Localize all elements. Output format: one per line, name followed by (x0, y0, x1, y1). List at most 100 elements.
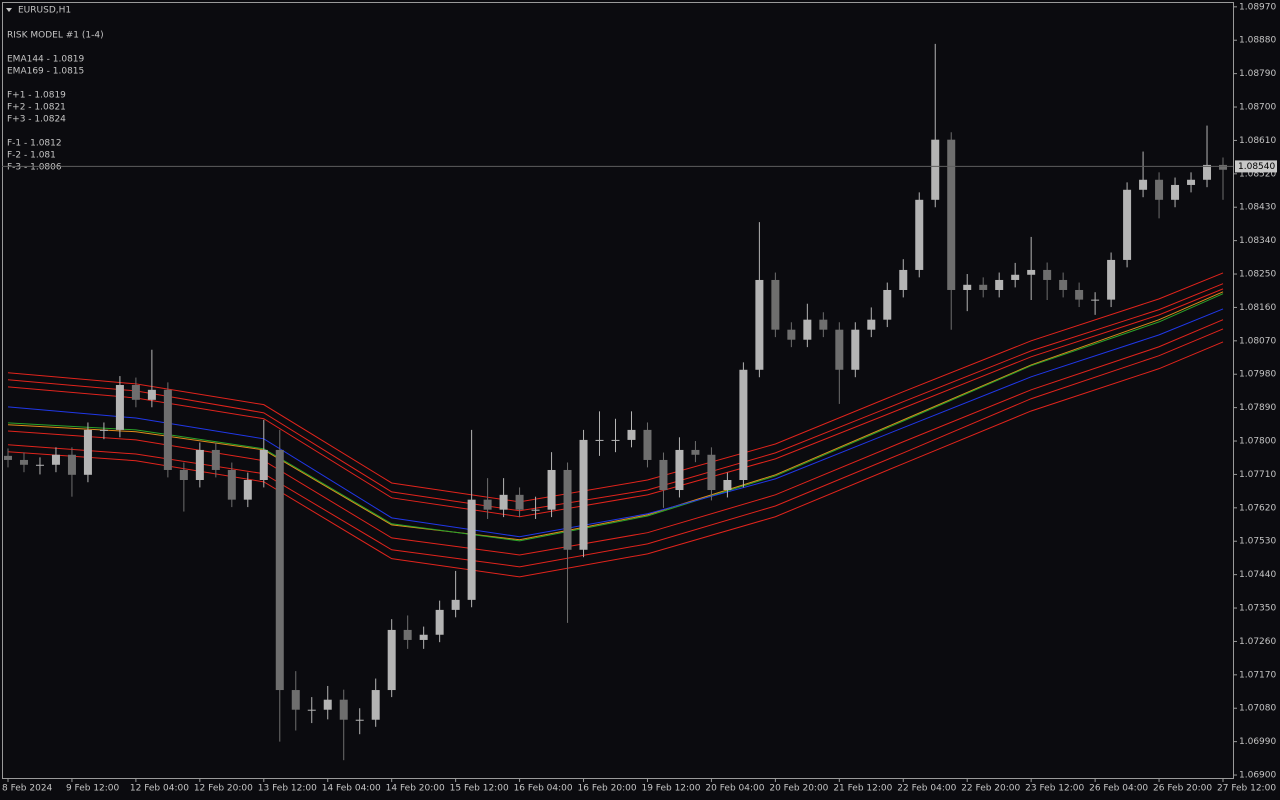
x-tick-label: 23 Feb 12:00 (1025, 784, 1084, 794)
x-tick-label: 26 Feb 20:00 (1153, 784, 1212, 794)
x-tick-label: 12 Feb 20:00 (194, 784, 253, 794)
y-tick-label: 1.08700 (1239, 103, 1276, 113)
x-tick-label: 8 Feb 2024 (2, 784, 53, 794)
candle-body (947, 139, 956, 290)
current-price-label: 1.08540 (1238, 162, 1275, 172)
y-tick-label: 1.07260 (1239, 637, 1276, 647)
candle-body (979, 284, 988, 290)
candle-body (531, 509, 540, 511)
indicator-line (7, 283, 1224, 512)
candle-body (179, 469, 188, 480)
x-tick-label: 13 Feb 12:00 (258, 784, 317, 794)
candle-body (771, 279, 780, 330)
candle-body (163, 389, 172, 470)
candle-body (1203, 164, 1212, 180)
candle-body (755, 279, 764, 370)
info-text: F-2 - 1.081 (7, 151, 56, 161)
candle-body (1027, 269, 1036, 275)
candle-body (851, 329, 860, 370)
info-text: F+1 - 1.0819 (7, 91, 66, 101)
candle-body (1219, 164, 1228, 170)
y-tick-label: 1.07800 (1239, 437, 1276, 447)
indicator-line (7, 288, 1224, 518)
candle-body (195, 449, 204, 480)
candle-body (51, 454, 60, 465)
x-tick-label: 22 Feb 04:00 (897, 784, 956, 794)
candle-body (211, 449, 220, 470)
candle-body (915, 199, 924, 270)
candle-body (995, 279, 1004, 290)
current-price-box (1235, 160, 1277, 173)
x-tick-label: 20 Feb 04:00 (705, 784, 764, 794)
x-tick-label: 19 Feb 12:00 (641, 784, 700, 794)
y-tick-label: 1.07530 (1239, 537, 1276, 547)
candle-body (291, 690, 300, 710)
indicator-line (7, 291, 1224, 541)
candle-body (883, 289, 892, 320)
candle-body (1059, 279, 1068, 290)
candle-body (147, 389, 156, 400)
x-tick-label: 16 Feb 04:00 (514, 784, 573, 794)
y-tick-label: 1.08430 (1239, 203, 1276, 213)
candle-body (723, 479, 732, 491)
x-tick-label: 22 Feb 20:00 (961, 784, 1020, 794)
y-tick-label: 1.07170 (1239, 670, 1276, 680)
x-tick-label: 12 Feb 04:00 (130, 784, 189, 794)
info-text: EMA169 - 1.0815 (7, 67, 84, 77)
candle-body (1011, 274, 1020, 280)
candle-body (131, 384, 140, 400)
x-tick-label: 14 Feb 04:00 (322, 784, 381, 794)
candle-body (35, 464, 44, 466)
candle-body (1075, 289, 1084, 300)
candle-body (659, 459, 668, 491)
y-tick-label: 1.08160 (1239, 303, 1276, 313)
candle-body (227, 469, 236, 500)
candle-body (83, 429, 92, 475)
candle-body (787, 329, 796, 340)
y-tick-label: 1.07710 (1239, 470, 1276, 480)
candle-body (707, 454, 716, 491)
info-text: F+2 - 1.0821 (7, 103, 66, 113)
info-text: EMA144 - 1.0819 (7, 55, 85, 65)
x-tick-label: 27 Feb 12:00 (1217, 784, 1276, 794)
y-tick-label: 1.08970 (1239, 2, 1276, 12)
candle-body (115, 384, 124, 430)
candle-body (371, 690, 380, 720)
info-text: F-1 - 1.0812 (7, 139, 62, 149)
indicator-line (7, 308, 1224, 538)
info-text: F+3 - 1.0824 (7, 115, 66, 125)
candle-body (547, 469, 556, 510)
candle-body (243, 479, 252, 500)
candle-body (627, 429, 636, 440)
symbol-menu-arrow[interactable] (6, 8, 12, 12)
candle-body (595, 439, 604, 441)
candle-body (323, 699, 332, 710)
symbol-label: EURUSD,H1 (18, 6, 71, 16)
candle-body (675, 449, 684, 491)
info-text: RISK MODEL #1 (1-4) (7, 31, 104, 41)
y-tick-label: 1.07890 (1239, 403, 1276, 413)
info-text: F-3 - 1.0806 (7, 163, 62, 173)
candle-body (387, 629, 396, 691)
candle-body (1107, 259, 1116, 300)
candle-body (691, 449, 700, 455)
candle-body (339, 699, 348, 720)
x-tick-label: 20 Feb 20:00 (769, 784, 828, 794)
indicator-line (7, 341, 1224, 578)
x-tick-label: 14 Feb 20:00 (386, 784, 445, 794)
candle-body (835, 329, 844, 370)
candle-body (3, 455, 12, 460)
candle-body (1043, 269, 1052, 280)
candle-body (963, 284, 972, 290)
indicator-lines (7, 272, 1224, 578)
candle-body (1187, 179, 1196, 185)
indicator-line (7, 293, 1224, 542)
y-tick-label: 1.08610 (1239, 136, 1276, 146)
candle-body (435, 609, 444, 635)
candle-body (1123, 189, 1132, 260)
y-tick-label: 1.07350 (1239, 604, 1276, 614)
plot-frame (2, 2, 1234, 779)
x-tick-label: 26 Feb 04:00 (1089, 784, 1148, 794)
